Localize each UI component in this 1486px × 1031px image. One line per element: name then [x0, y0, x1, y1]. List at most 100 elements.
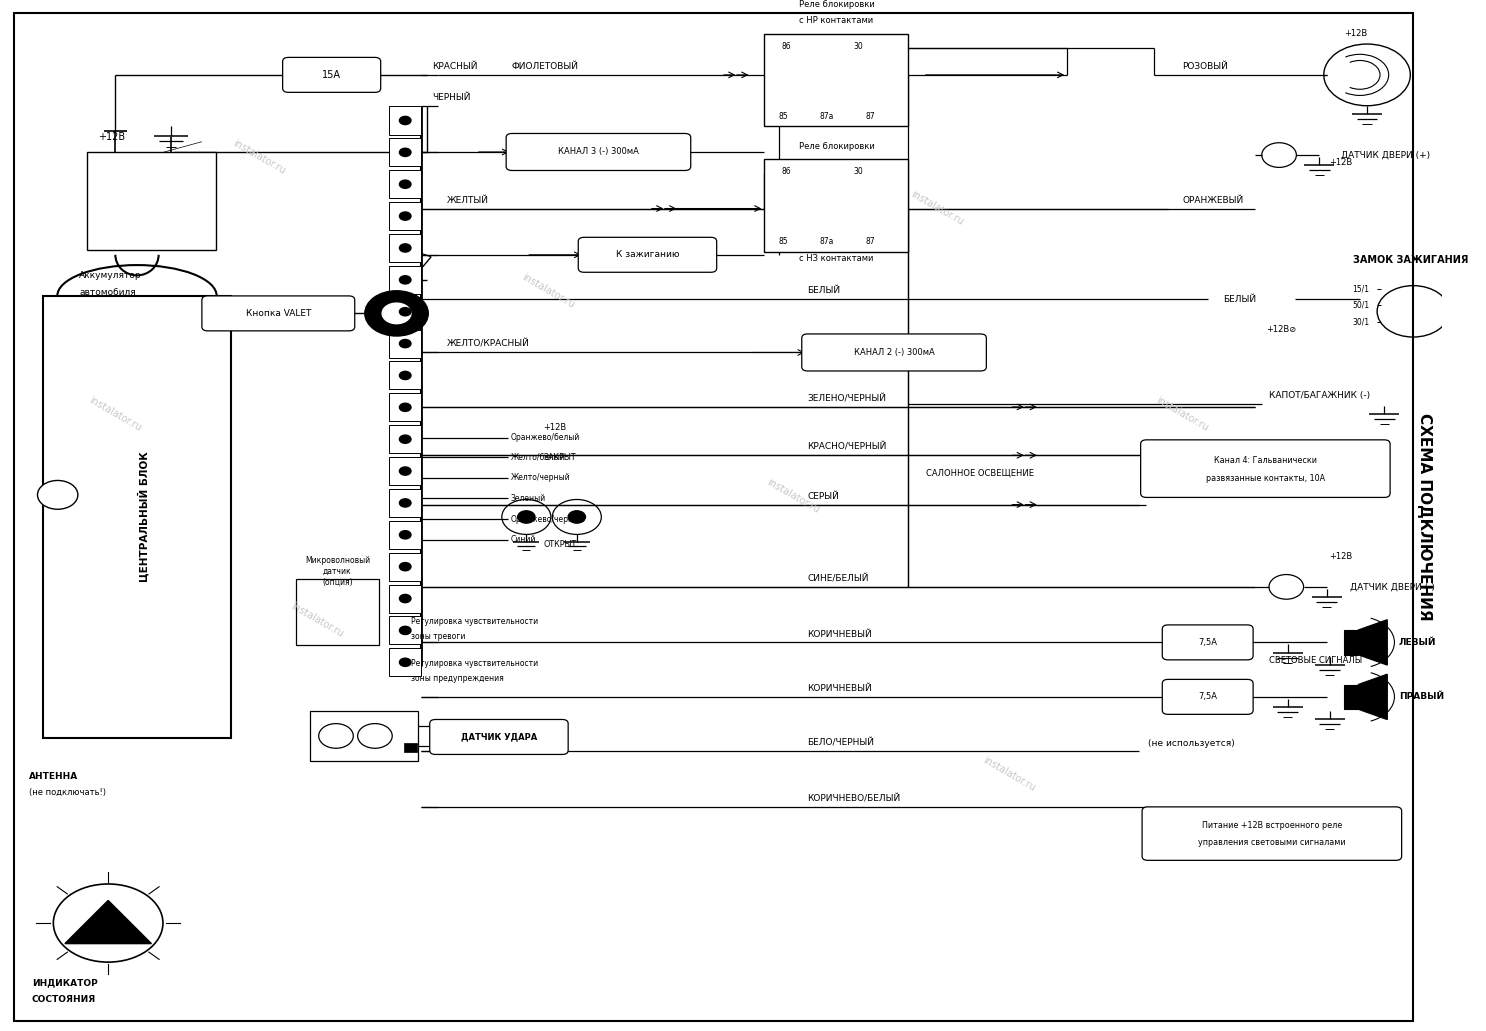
- Bar: [389, 648, 421, 676]
- Text: 30/1: 30/1: [1352, 318, 1370, 326]
- Circle shape: [400, 148, 412, 157]
- Bar: [389, 585, 421, 612]
- Bar: [389, 393, 421, 422]
- Bar: [389, 298, 421, 326]
- FancyBboxPatch shape: [1162, 679, 1253, 714]
- Bar: [1343, 685, 1358, 709]
- Text: КОРИЧНЕВЫЙ: КОРИЧНЕВЫЙ: [807, 630, 872, 638]
- Text: Зеленый: Зеленый: [511, 494, 545, 503]
- Text: ОТКРЫТ: ОТКРЫТ: [544, 540, 577, 550]
- Circle shape: [400, 339, 412, 347]
- Text: САЛОННОЕ ОСВЕЩЕНИЕ: САЛОННОЕ ОСВЕЩЕНИЕ: [926, 468, 1034, 477]
- Circle shape: [400, 275, 412, 284]
- Text: instalator.ru: instalator.ru: [232, 138, 288, 176]
- Bar: [764, 159, 908, 252]
- Circle shape: [400, 467, 412, 475]
- Text: АНТЕННА: АНТЕННА: [28, 771, 79, 780]
- Bar: [389, 362, 421, 390]
- Text: Реле блокировки: Реле блокировки: [798, 142, 874, 152]
- FancyBboxPatch shape: [578, 237, 716, 272]
- Bar: [389, 138, 421, 166]
- Text: Желто/белый: Желто/белый: [511, 453, 565, 462]
- Text: развязанные контакты, 10А: развязанные контакты, 10А: [1205, 474, 1326, 483]
- Bar: [404, 743, 416, 753]
- Text: 85: 85: [779, 111, 788, 121]
- FancyBboxPatch shape: [282, 58, 380, 93]
- Text: (опция): (опция): [322, 578, 352, 588]
- Text: КАНАЛ 3 (-) 300мА: КАНАЛ 3 (-) 300мА: [559, 147, 639, 157]
- Text: instalator.ru: instalator.ru: [290, 601, 345, 639]
- Text: КОРИЧНЕВЫЙ: КОРИЧНЕВЫЙ: [807, 685, 872, 693]
- Text: instalator.ru: instalator.ru: [909, 190, 966, 228]
- Text: Реле блокировки: Реле блокировки: [798, 0, 874, 9]
- Bar: [389, 553, 421, 580]
- Text: Желто/черный: Желто/черный: [511, 473, 571, 483]
- Text: ЧЕРНЫЙ: ЧЕРНЫЙ: [432, 93, 471, 102]
- Text: БЕЛО/ЧЕРНЫЙ: БЕЛО/ЧЕРНЫЙ: [807, 738, 875, 747]
- Circle shape: [400, 499, 412, 507]
- FancyBboxPatch shape: [202, 296, 355, 331]
- Text: instalator.ru: instalator.ru: [88, 395, 143, 433]
- Text: ЗЕЛЕНО/ЧЕРНЫЙ: ЗЕЛЕНО/ЧЕРНЫЙ: [807, 394, 887, 403]
- Circle shape: [400, 563, 412, 571]
- Text: 86: 86: [782, 41, 791, 51]
- Text: РОЗОВЫЙ: РОЗОВЫЙ: [1183, 62, 1229, 71]
- Circle shape: [400, 244, 412, 253]
- Bar: [389, 521, 421, 548]
- Text: КРАСНО/ЧЕРНЫЙ: КРАСНО/ЧЕРНЫЙ: [807, 442, 887, 452]
- Text: +12В: +12В: [1330, 552, 1352, 561]
- Text: 30: 30: [853, 41, 863, 51]
- Circle shape: [400, 371, 412, 379]
- Text: +12В: +12В: [1343, 29, 1367, 38]
- Bar: [296, 578, 379, 645]
- Text: с НР контактами: с НР контактами: [799, 15, 874, 25]
- Text: 87а: 87а: [819, 111, 834, 121]
- Text: Оранжево/черный: Оранжево/черный: [511, 514, 584, 524]
- Text: 30: 30: [853, 167, 863, 176]
- FancyBboxPatch shape: [429, 720, 568, 755]
- Bar: [764, 34, 908, 126]
- Text: Регулировка чувствительности: Регулировка чувствительности: [412, 660, 538, 668]
- Text: ФИОЛЕТОВЫЙ: ФИОЛЕТОВЫЙ: [511, 62, 580, 71]
- Bar: [389, 202, 421, 230]
- Text: СОСТОЯНИЯ: СОСТОЯНИЯ: [31, 995, 97, 1003]
- Text: instalator.ru: instalator.ru: [1155, 395, 1211, 433]
- Bar: [389, 617, 421, 644]
- Circle shape: [400, 435, 412, 443]
- Text: (не используется): (не используется): [1147, 738, 1235, 747]
- Text: СЕРЫЙ: СЕРЫЙ: [807, 492, 840, 501]
- Text: 87а: 87а: [819, 237, 834, 246]
- Text: +12В: +12В: [98, 132, 125, 141]
- FancyBboxPatch shape: [507, 133, 691, 170]
- Text: КАПОТ/БАГАЖНИК (-): КАПОТ/БАГАЖНИК (-): [1269, 391, 1370, 400]
- Text: ЦЕНТРАЛЬНЫЙ БЛОК: ЦЕНТРАЛЬНЫЙ БЛОК: [138, 452, 150, 583]
- Text: ПРАВЫЙ: ПРАВЫЙ: [1398, 693, 1444, 701]
- Bar: [389, 170, 421, 198]
- Text: Микроволновый: Микроволновый: [305, 556, 370, 565]
- Text: ДАТЧИК ДВЕРИ (-): ДАТЧИК ДВЕРИ (-): [1349, 583, 1434, 592]
- Text: БЕЛЫЙ: БЕЛЫЙ: [807, 287, 841, 295]
- Bar: [43, 296, 230, 738]
- Bar: [389, 457, 421, 485]
- Text: с НЗ контактами: с НЗ контактами: [799, 254, 874, 263]
- Text: 85: 85: [779, 237, 788, 246]
- Circle shape: [400, 403, 412, 411]
- Text: 7,5А: 7,5А: [1198, 638, 1217, 646]
- Circle shape: [400, 595, 412, 603]
- Text: КОРИЧНЕВО/БЕЛЫЙ: КОРИЧНЕВО/БЕЛЫЙ: [807, 794, 901, 803]
- Bar: [389, 266, 421, 294]
- Text: Питание +12В встроенного реле: Питание +12В встроенного реле: [1202, 822, 1342, 830]
- Text: 15А: 15А: [322, 70, 342, 79]
- Circle shape: [400, 180, 412, 189]
- Bar: [389, 489, 421, 517]
- Text: автомобиля: автомобиля: [79, 289, 137, 297]
- Text: Аккумулятор: Аккумулятор: [79, 271, 143, 279]
- FancyBboxPatch shape: [1162, 625, 1253, 660]
- Text: ЛЕВЫЙ: ЛЕВЫЙ: [1398, 638, 1437, 646]
- Text: К зажиганию: К зажиганию: [615, 251, 679, 259]
- Text: 87: 87: [865, 237, 875, 246]
- Text: Кнопка VALET: Кнопка VALET: [245, 309, 311, 318]
- Circle shape: [517, 510, 535, 523]
- Text: СВЕТОВЫЕ СИГНАЛЫ: СВЕТОВЫЕ СИГНАЛЫ: [1269, 657, 1363, 665]
- Text: 86: 86: [782, 167, 791, 176]
